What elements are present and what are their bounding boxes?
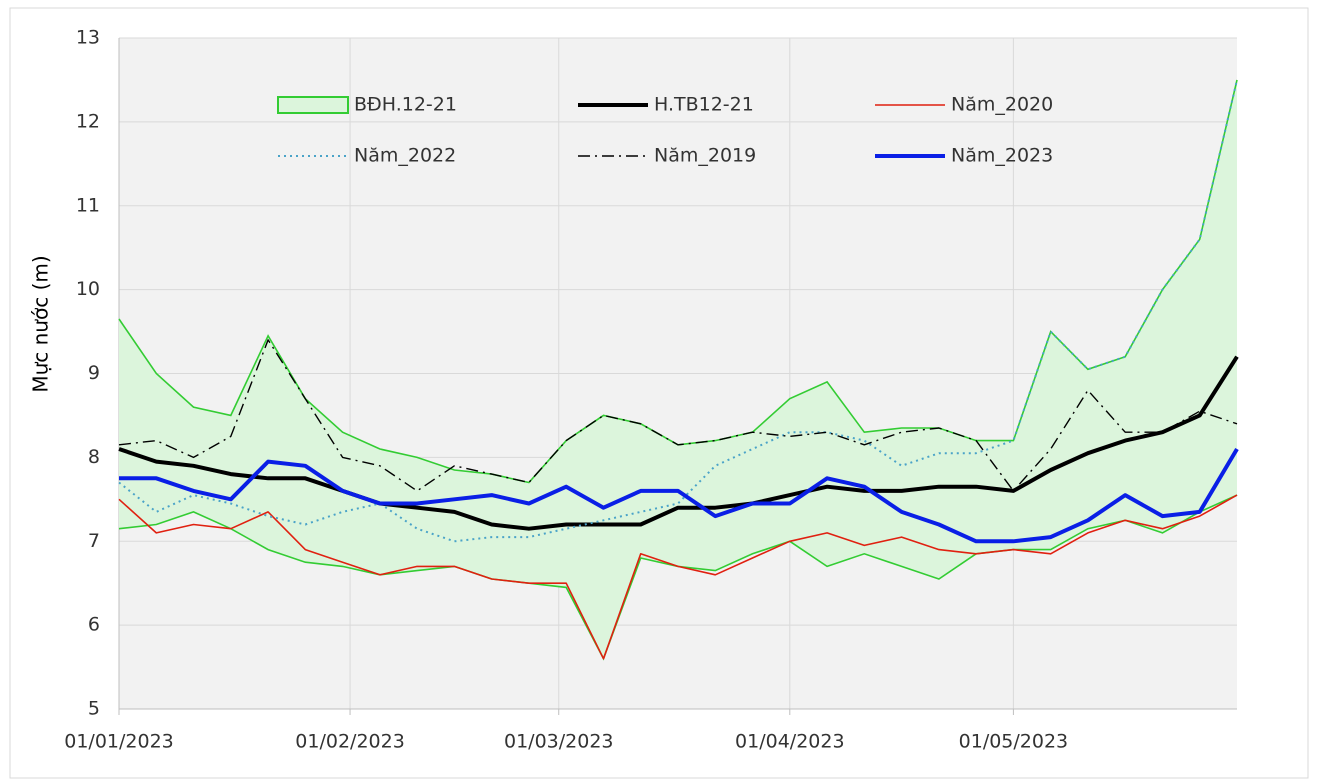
x-tick-label: 01/05/2023 <box>959 731 1069 753</box>
legend-label: BĐH.12-21 <box>354 94 457 116</box>
x-tick-label: 01/03/2023 <box>504 731 614 753</box>
y-tick-label: 6 <box>88 614 100 636</box>
legend-label: H.TB12-21 <box>654 94 754 116</box>
y-tick-label: 10 <box>76 278 100 300</box>
legend-label: Năm_2023 <box>951 145 1053 167</box>
series-line <box>119 447 1239 544</box>
y-tick-label: 8 <box>88 446 100 468</box>
series-line <box>118 79 1238 543</box>
y-tick-label: 5 <box>88 698 100 720</box>
x-tick-label: 01/02/2023 <box>295 731 405 753</box>
legend-label: Năm_2019 <box>654 145 756 167</box>
x-tick-label: 01/04/2023 <box>735 731 845 753</box>
series-line <box>118 355 1239 531</box>
legend-swatch <box>277 96 349 114</box>
series-line <box>118 494 1238 660</box>
series-line <box>118 339 1238 492</box>
y-tick-label: 13 <box>76 27 100 49</box>
y-tick-label: 11 <box>76 194 100 216</box>
y-tick-label: 9 <box>88 362 100 384</box>
y-tick-label: 12 <box>76 110 100 132</box>
band-area <box>119 79 1237 659</box>
legend-label: Năm_2020 <box>951 94 1053 116</box>
y-axis-label: Mực nước (m) <box>29 255 53 392</box>
x-tick-label: 01/01/2023 <box>64 731 174 753</box>
legend-label: Năm_2022 <box>354 145 456 167</box>
y-tick-label: 7 <box>88 530 100 552</box>
